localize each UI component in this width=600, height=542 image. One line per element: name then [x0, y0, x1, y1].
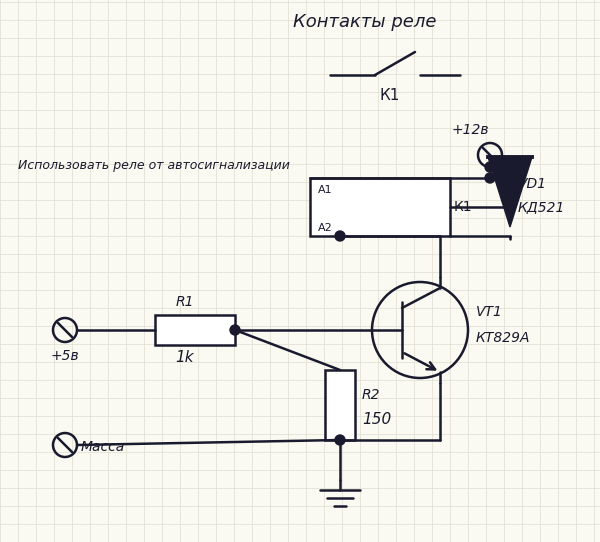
Text: КД521: КД521	[518, 200, 565, 214]
Circle shape	[230, 325, 240, 335]
Text: VD1: VD1	[518, 177, 547, 191]
Text: К1: К1	[454, 200, 473, 214]
Text: R2: R2	[362, 388, 380, 402]
Text: R1: R1	[176, 295, 194, 309]
Text: А1: А1	[318, 185, 332, 195]
Text: К1: К1	[380, 87, 400, 102]
Polygon shape	[488, 157, 532, 227]
Text: Использовать реле от автосигнализации: Использовать реле от автосигнализации	[18, 158, 290, 171]
Text: Контакты реле: Контакты реле	[293, 13, 437, 31]
Circle shape	[335, 435, 345, 445]
Text: 150: 150	[362, 411, 391, 427]
Text: +12в: +12в	[451, 123, 489, 137]
Text: VT1: VT1	[476, 305, 503, 319]
Text: КТ829А: КТ829А	[476, 331, 530, 345]
Text: А2: А2	[318, 223, 333, 233]
Circle shape	[335, 231, 345, 241]
Text: 1k: 1k	[176, 351, 194, 365]
Bar	[310, 178, 450, 236]
Bar	[325, 370, 355, 440]
Bar	[155, 315, 235, 345]
Circle shape	[485, 173, 495, 183]
Text: Масса: Масса	[81, 440, 125, 454]
Text: +5в: +5в	[50, 349, 79, 363]
Circle shape	[485, 162, 495, 172]
